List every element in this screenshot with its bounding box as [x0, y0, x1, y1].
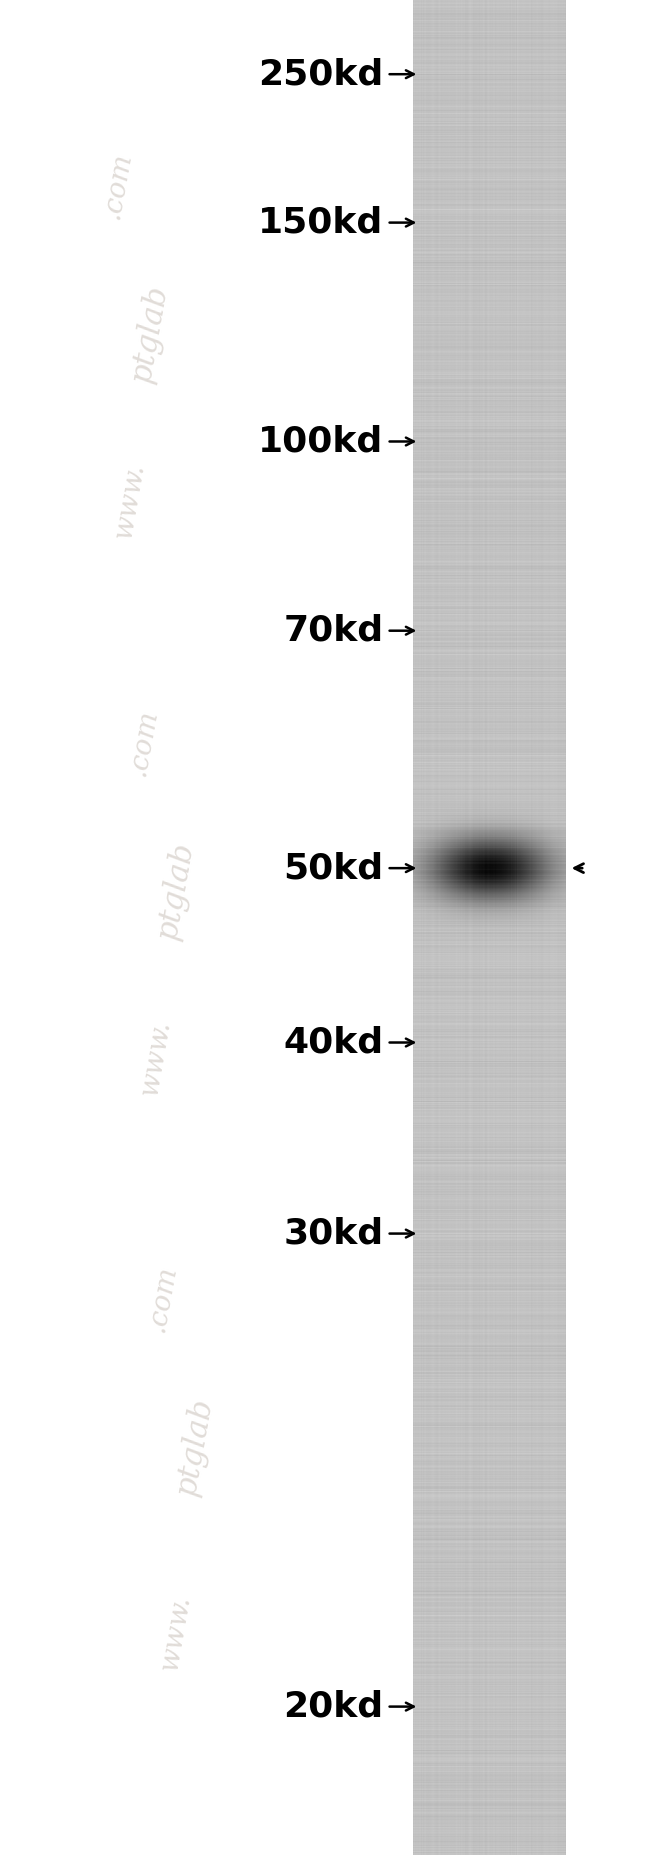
Text: 30kd: 30kd — [283, 1217, 383, 1250]
Text: www.: www. — [136, 1017, 176, 1098]
Text: ptglab: ptglab — [151, 838, 200, 942]
Text: www.: www. — [110, 460, 150, 542]
Text: .com: .com — [98, 150, 136, 221]
Text: 70kd: 70kd — [283, 614, 383, 647]
Text: 250kd: 250kd — [258, 58, 384, 91]
Text: 100kd: 100kd — [258, 425, 384, 458]
Text: .com: .com — [144, 1263, 181, 1334]
Text: .com: .com — [124, 707, 162, 777]
Text: 50kd: 50kd — [283, 851, 383, 885]
Text: 40kd: 40kd — [283, 1026, 383, 1059]
Text: ptglab: ptglab — [171, 1395, 219, 1499]
Text: ptglab: ptglab — [125, 282, 174, 386]
Text: www.: www. — [155, 1592, 196, 1673]
Text: 150kd: 150kd — [258, 206, 384, 239]
Text: 20kd: 20kd — [283, 1690, 383, 1723]
